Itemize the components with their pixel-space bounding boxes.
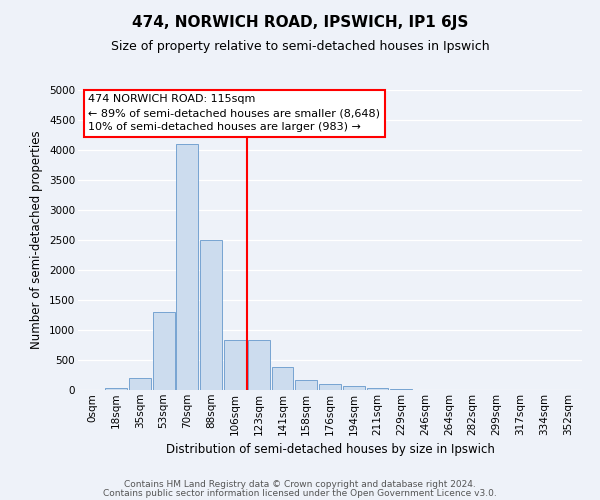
Text: Size of property relative to semi-detached houses in Ipswich: Size of property relative to semi-detach…	[110, 40, 490, 53]
Bar	[367, 388, 388, 390]
Bar	[224, 340, 246, 390]
Bar	[105, 388, 127, 390]
Y-axis label: Number of semi-detached properties: Number of semi-detached properties	[31, 130, 43, 350]
Bar	[319, 384, 341, 390]
Bar	[129, 378, 151, 390]
Text: 474 NORWICH ROAD: 115sqm
← 89% of semi-detached houses are smaller (8,648)
10% o: 474 NORWICH ROAD: 115sqm ← 89% of semi-d…	[88, 94, 380, 132]
X-axis label: Distribution of semi-detached houses by size in Ipswich: Distribution of semi-detached houses by …	[166, 443, 494, 456]
Bar	[176, 144, 198, 390]
Text: Contains HM Land Registry data © Crown copyright and database right 2024.: Contains HM Land Registry data © Crown c…	[124, 480, 476, 489]
Text: Contains public sector information licensed under the Open Government Licence v3: Contains public sector information licen…	[103, 488, 497, 498]
Bar	[272, 366, 293, 390]
Bar	[200, 240, 222, 390]
Bar	[295, 380, 317, 390]
Bar	[248, 340, 269, 390]
Text: 474, NORWICH ROAD, IPSWICH, IP1 6JS: 474, NORWICH ROAD, IPSWICH, IP1 6JS	[132, 15, 468, 30]
Bar	[343, 386, 365, 390]
Bar	[152, 312, 175, 390]
